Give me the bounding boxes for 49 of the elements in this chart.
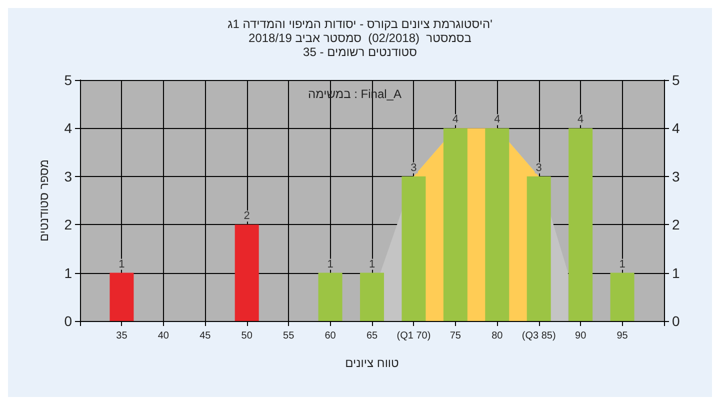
y-tick-label: 0 [64,313,72,329]
data-label: 4 [578,114,584,126]
x-tick-label: 35 [116,330,128,342]
x-tick-label: 55 [283,330,295,342]
bar [318,272,342,321]
x-axis-title: טווח ציונים [345,356,400,370]
bar [443,128,468,321]
y2-tick-label: 0 [672,313,680,329]
x-tick-label: 75 [450,330,462,342]
data-label: 1 [619,258,626,270]
y2-tick-label: 5 [672,72,680,88]
bar [568,128,593,321]
y-tick-label: 2 [64,216,72,233]
y2-tick-label: 3 [672,168,680,184]
y-tick-label: 1 [64,264,72,281]
bar [110,272,134,321]
x-tick-label: 65 [366,330,378,342]
x-tick-label: 40 [158,330,170,342]
x-tick-label: 60 [324,330,336,342]
y2-tick-label: 2 [672,216,680,233]
chart-subtitle: בסמסטר (02/2018) סמסטר אביב 2018/19 סטודנטים רשומים - 35 [248,31,472,59]
data-label: 1 [368,258,376,270]
y-axis-title: מספר סטודנטים [37,159,51,242]
data-label: 3 [536,162,542,174]
data-label: 1 [118,258,125,270]
x-tick-label: (Q3 85) [522,330,556,342]
bar [234,224,259,321]
data-label: 4 [452,114,458,126]
y-tick-label: 5 [64,72,72,88]
bar [360,272,384,321]
y2-tick-label: 4 [672,120,680,136]
data-label: 1 [327,258,334,270]
bar [526,176,551,321]
x-tick-label: 45 [200,330,212,342]
bar [610,272,634,321]
bar [402,176,426,321]
y-tick-label: 4 [64,120,72,136]
data-label: 4 [494,114,500,126]
data-label: 3 [410,162,417,174]
x-tick-label: 95 [616,330,628,342]
x-tick-label: (Q1 70) [396,330,431,342]
x-tick-label: 90 [575,330,587,342]
bar [485,128,510,321]
x-tick-label: 80 [492,330,504,342]
y-tick-label: 3 [64,168,72,184]
y2-tick-label: 1 [672,264,680,281]
chart-title: היסטוגרמת ציונים בקורס - יסודות המיפוי והמדידה 1ג' [228,17,492,31]
x-tick-label: 50 [241,330,253,342]
data-label: 2 [244,210,250,222]
